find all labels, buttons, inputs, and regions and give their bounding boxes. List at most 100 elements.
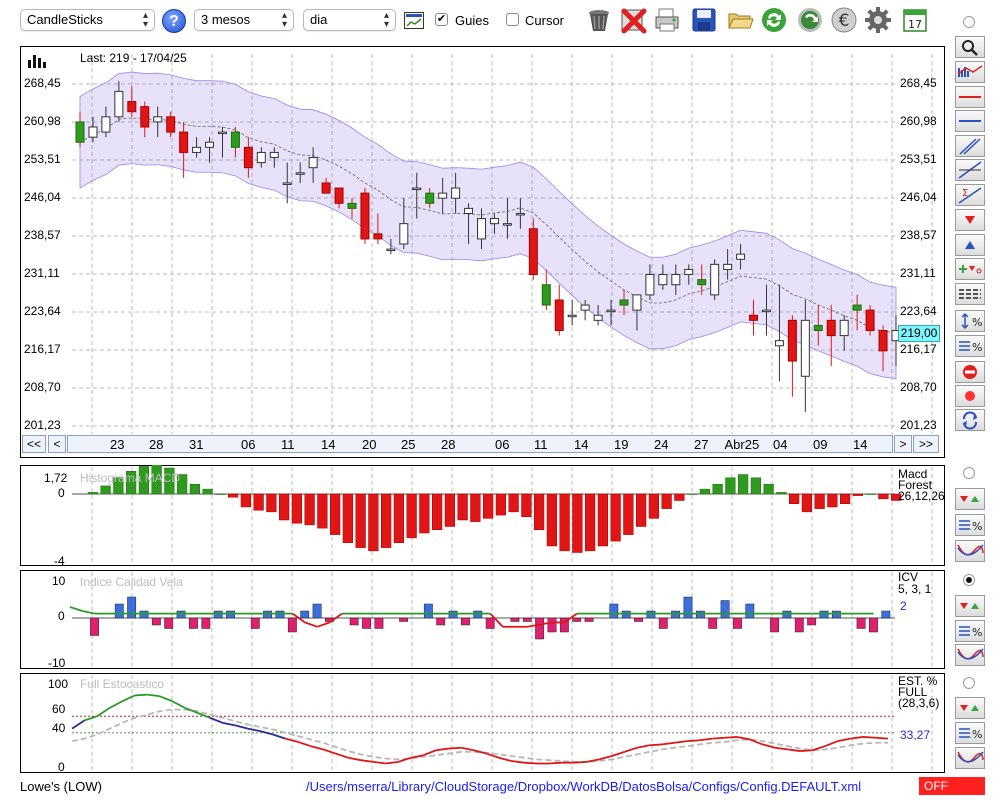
lines-percent-button[interactable]: %: [955, 335, 985, 357]
sync-icon[interactable]: [796, 6, 824, 34]
stochastic-k-segment: [712, 736, 725, 740]
magnifier-icon: [962, 40, 978, 56]
chart-settings-icon[interactable]: [404, 12, 424, 29]
candle-body: [192, 146, 202, 153]
stochastic-lines-percent-button[interactable]: %: [955, 722, 985, 744]
macd-lines-percent-button[interactable]: %: [955, 514, 985, 536]
stochastic-k-segment: [322, 748, 336, 755]
icv-bar: [621, 610, 631, 619]
horizontal-line-blue-button[interactable]: [955, 110, 985, 132]
icv-signals-button[interactable]: [955, 595, 985, 617]
stochastic-k-segment: [435, 747, 449, 752]
refresh-icon[interactable]: [760, 6, 788, 34]
stochastic-k-segment: [812, 745, 826, 752]
date-axis[interactable]: [67, 435, 893, 453]
trash-icon[interactable]: [585, 6, 613, 34]
icv-lines-percent-button[interactable]: %: [955, 620, 985, 642]
stochastic-signals-button[interactable]: [955, 697, 985, 719]
interval-select[interactable]: dia ▴ ▾: [303, 9, 396, 31]
cursor-checkbox[interactable]: [506, 13, 519, 26]
trendline-button[interactable]: [955, 159, 985, 181]
scale-percent-button[interactable]: %: [955, 310, 985, 332]
calendar-icon[interactable]: 17: [901, 6, 929, 34]
candle-body: [140, 106, 150, 128]
icv-bar: [176, 610, 186, 619]
stochastic-k-segment: [787, 748, 801, 752]
candle-body: [477, 218, 487, 240]
moving-average-line: [79, 117, 897, 334]
candle-body: [205, 141, 215, 148]
candle-body: [127, 101, 137, 113]
icv-bar: [745, 603, 755, 619]
candle-body: [813, 324, 823, 332]
macd-bar: [878, 493, 889, 500]
macd-bar: [750, 477, 761, 495]
status-badge[interactable]: OFF: [919, 777, 985, 795]
record-button[interactable]: [955, 385, 985, 407]
open-folder-icon[interactable]: [726, 6, 754, 34]
icv-curve-button[interactable]: [955, 644, 985, 666]
chevron-updown-icon: ▴ ▾: [281, 10, 287, 30]
save-icon[interactable]: [690, 6, 718, 34]
gear-icon[interactable]: [864, 6, 892, 34]
help-button[interactable]: ?: [162, 9, 186, 33]
blue-line-icon: [959, 120, 981, 122]
nav-prev-button[interactable]: <: [48, 435, 66, 453]
print-icon[interactable]: [653, 6, 681, 34]
macd-panel-radio[interactable]: [963, 467, 975, 479]
icv-bar: [535, 617, 545, 640]
icv-panel-radio[interactable]: [963, 574, 975, 586]
zoom-button[interactable]: [955, 36, 985, 58]
config-path-link[interactable]: /Users/mserra/Library/CloudStorage/Dropb…: [306, 779, 862, 794]
stochastic-title: Full Estocastico: [80, 677, 165, 691]
icv-y-top: 10: [52, 574, 66, 588]
stochastic-k-segment: [159, 695, 173, 703]
period-select[interactable]: 3 mesos ▴ ▾: [194, 9, 294, 31]
euro-icon[interactable]: €: [830, 6, 858, 34]
stochastic-curve-button[interactable]: [955, 747, 985, 769]
macd-curve-button[interactable]: [955, 540, 985, 562]
stochastic-k-segment: [473, 749, 487, 755]
stochastic-y60: 60: [52, 702, 66, 716]
macd-bar: [457, 493, 468, 521]
candle-body: [580, 304, 590, 311]
channel-button[interactable]: [955, 135, 985, 157]
svg-text:17: 17: [908, 18, 922, 31]
nav-first-button[interactable]: <<: [22, 435, 46, 453]
horizontal-line-red-button[interactable]: [955, 86, 985, 108]
guies-checkbox[interactable]: ✔: [435, 13, 448, 26]
icv-panel: [20, 570, 945, 669]
nav-last-button[interactable]: >>: [913, 435, 939, 453]
stochastic-panel-radio[interactable]: [963, 677, 975, 689]
stochastic-y100: 100: [48, 677, 69, 691]
add-signal-button[interactable]: [955, 258, 985, 280]
date-tick-label: 27: [694, 437, 709, 452]
arrow-up-button[interactable]: [955, 234, 985, 256]
main-panel-radio[interactable]: [963, 16, 975, 28]
macd-bar: [228, 493, 239, 498]
delete-icon[interactable]: [619, 6, 647, 34]
cancel-button[interactable]: [955, 361, 985, 383]
date-tick-label: 19: [614, 437, 629, 452]
arrow-down-button[interactable]: [955, 209, 985, 231]
icv-bar: [201, 617, 211, 629]
fibonacci-button[interactable]: Σ: [955, 184, 985, 206]
indicator-overlay-button[interactable]: [955, 61, 985, 83]
price-chart: [72, 54, 933, 434]
chart-type-select[interactable]: CandleSticks ▴ ▾: [20, 9, 155, 31]
icv-bar: [448, 610, 458, 619]
dashed-lines-icon: [959, 289, 981, 299]
stochastic-k-segment: [548, 761, 562, 765]
macd-bar: [827, 493, 838, 508]
lines-button[interactable]: [955, 283, 985, 305]
stochastic-signal-line: [71, 708, 888, 763]
rotate-button[interactable]: [955, 409, 985, 431]
candle-body: [645, 274, 655, 296]
macd-signals-button[interactable]: [955, 488, 985, 510]
chart-type-value: CandleSticks: [27, 12, 103, 27]
nav-next-button[interactable]: >: [894, 435, 912, 453]
macd-title: Histograma MACD: [80, 471, 181, 485]
icv-bar: [485, 617, 495, 629]
macd-bar: [661, 493, 672, 509]
macd-bar: [852, 493, 863, 496]
